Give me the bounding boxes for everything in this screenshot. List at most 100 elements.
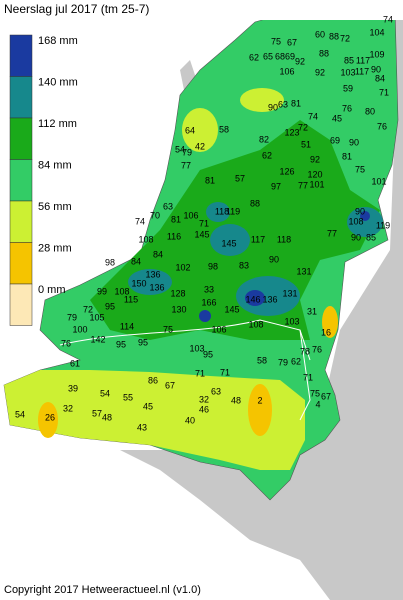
- station-value: 72: [340, 33, 350, 43]
- copyright: Copyright 2017 Hetweeractueel.nl (v1.0): [4, 584, 201, 596]
- station-value: 58: [257, 355, 267, 365]
- station-value: 117: [355, 66, 369, 76]
- station-value: 63: [163, 201, 173, 211]
- station-value: 63: [278, 99, 288, 109]
- station-value: 81: [205, 175, 215, 185]
- station-value: 103: [284, 316, 299, 326]
- legend-swatch: [9, 34, 33, 77]
- patch-168: [199, 310, 211, 322]
- station-value: 64: [185, 125, 195, 135]
- station-value: 71: [379, 87, 389, 97]
- patch-168: [360, 211, 370, 221]
- station-value: 101: [371, 176, 386, 186]
- station-value: 81: [342, 151, 352, 161]
- station-value: 145: [194, 229, 209, 239]
- legend-swatch: [9, 117, 33, 160]
- station-value: 31: [307, 306, 317, 316]
- station-value: 51: [301, 139, 311, 149]
- station-value: 131: [296, 266, 311, 276]
- legend-label: 56 mm: [38, 201, 72, 213]
- station-value: 45: [332, 113, 342, 123]
- station-value: 126: [279, 166, 294, 176]
- station-value: 79: [182, 147, 192, 157]
- station-value: 62: [291, 356, 301, 366]
- title: Neerslag jul 2017 (tm 25-7): [4, 2, 149, 16]
- station-value: 116: [167, 231, 181, 241]
- station-value: 119: [226, 206, 240, 216]
- station-value: 72: [298, 122, 308, 132]
- patch-28: [248, 384, 272, 436]
- station-value: 103: [189, 343, 204, 353]
- legend: 168 mm 140 mm 112 mm 84 mm 56 mm 28 mm 0 mm: [9, 34, 78, 326]
- station-value: 48: [231, 395, 241, 405]
- station-value: 84: [153, 249, 163, 259]
- station-value: 4: [315, 399, 320, 409]
- patch-28: [322, 306, 338, 338]
- station-value: 75: [271, 36, 281, 46]
- station-value: 90: [268, 102, 278, 112]
- station-value: 54: [100, 388, 110, 398]
- legend-swatch: [9, 76, 33, 119]
- station-value: 43: [137, 422, 147, 432]
- station-value: 67: [287, 37, 297, 47]
- station-value: 63: [211, 386, 221, 396]
- legend-swatch: [9, 159, 33, 202]
- legend-label: 0 mm: [38, 284, 66, 296]
- station-value: 108: [138, 234, 153, 244]
- station-value: 81: [291, 98, 301, 108]
- station-value: 99: [97, 286, 107, 296]
- station-value: 55: [123, 392, 133, 402]
- station-value: 45: [143, 401, 153, 411]
- station-value: 97: [271, 181, 281, 191]
- station-value: 65: [263, 51, 273, 61]
- station-value: 82: [259, 134, 269, 144]
- border: [299, 329, 311, 421]
- station-value: 70: [150, 210, 160, 220]
- station-value: 85: [366, 232, 376, 242]
- station-value: 104: [369, 27, 384, 37]
- station-value: 95: [116, 339, 126, 349]
- station-value: 77: [298, 180, 308, 190]
- patch-140: [128, 269, 172, 295]
- station-value: 33: [204, 284, 214, 294]
- patch-168: [245, 290, 265, 306]
- station-value: 2: [257, 395, 262, 405]
- station-value: 95: [138, 337, 148, 347]
- legend-swatch: [9, 242, 33, 285]
- station-value: 101: [309, 179, 324, 189]
- station-value: 71: [220, 367, 230, 377]
- legend-swatch: [9, 200, 33, 243]
- station-value: 100: [72, 324, 87, 334]
- legend-label: 84 mm: [38, 159, 72, 171]
- station-value: 54: [175, 144, 185, 154]
- station-value: 84: [131, 256, 141, 266]
- station-value: 136: [262, 294, 277, 304]
- station-value: 39: [68, 383, 78, 393]
- station-value: 76: [61, 338, 71, 348]
- station-value: 105: [89, 312, 104, 322]
- station-value: 92: [310, 154, 320, 164]
- station-value: 32: [199, 394, 209, 404]
- station-value: 61: [70, 358, 80, 368]
- station-value: 109: [369, 49, 384, 59]
- station-value: 58: [219, 124, 229, 134]
- station-value: 71: [195, 368, 205, 378]
- station-value: 57: [235, 173, 245, 183]
- station-value: 108: [348, 216, 363, 226]
- station-value: 90: [351, 232, 361, 242]
- station-value: 118: [277, 234, 291, 244]
- station-value: 86: [148, 375, 158, 385]
- station-value: 128: [170, 288, 185, 298]
- station-value: 77: [181, 160, 191, 170]
- station-value: 76: [312, 344, 322, 354]
- station-value: 79: [67, 312, 77, 322]
- station-value: 88: [250, 198, 260, 208]
- station-value: 88: [319, 48, 329, 58]
- station-value: 71: [303, 372, 313, 382]
- patch-140: [210, 224, 250, 256]
- station-value: 32: [63, 403, 73, 413]
- station-value: 75: [163, 324, 173, 334]
- station-value: 150: [131, 278, 146, 288]
- station-value: 81: [171, 214, 181, 224]
